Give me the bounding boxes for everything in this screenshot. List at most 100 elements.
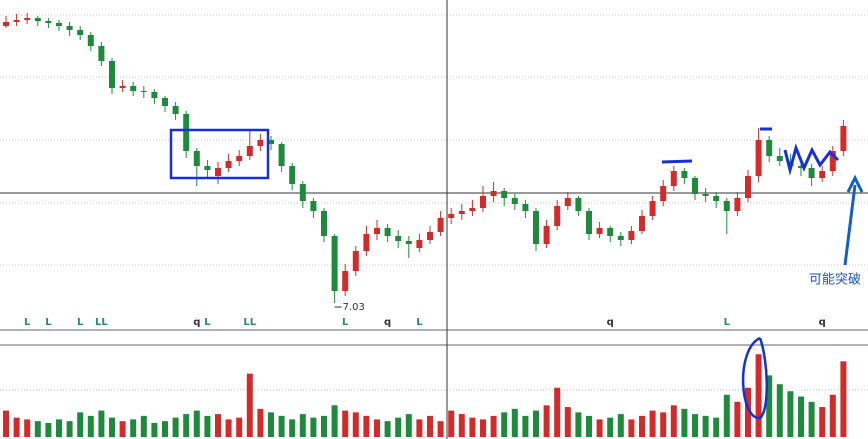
- volume-bar: [564, 407, 571, 437]
- candle-body: [162, 98, 168, 106]
- volume-bar: [734, 401, 741, 437]
- low-label: 7.03: [343, 302, 365, 313]
- candle-body: [596, 228, 603, 234]
- candle-body: [586, 211, 592, 234]
- candle-body: [660, 186, 667, 201]
- volume-bar: [448, 410, 455, 437]
- volume-bar: [34, 421, 41, 437]
- candle-body: [564, 198, 571, 206]
- candle-body: [628, 231, 635, 240]
- candle-body: [607, 228, 614, 236]
- candle-body: [649, 201, 656, 216]
- candle-body: [437, 218, 444, 232]
- candle-body: [692, 178, 698, 194]
- candle-body: [119, 86, 126, 88]
- candle-body: [236, 156, 243, 161]
- candle-body: [766, 140, 773, 156]
- volume-bar: [405, 414, 412, 437]
- volume-bar: [119, 421, 126, 437]
- volume-bar: [649, 410, 656, 437]
- volume-bar: [384, 421, 391, 437]
- candle-body: [289, 166, 296, 184]
- volume-bar: [3, 410, 9, 437]
- candle-body: [278, 144, 285, 166]
- candle-body: [374, 228, 380, 234]
- volume-bar: [321, 415, 327, 437]
- marker: L: [204, 317, 211, 328]
- marker: LL: [243, 317, 256, 328]
- volume-bar: [130, 419, 137, 437]
- volume-bar: [787, 391, 794, 437]
- volume-bar: [458, 414, 465, 437]
- volume-bar: [310, 417, 317, 437]
- candle-body: [840, 126, 847, 151]
- candle-body: [98, 46, 105, 61]
- volume-bar: [236, 417, 243, 437]
- volume-bar: [480, 419, 486, 437]
- volume-bar: [554, 387, 561, 437]
- candle-body: [34, 18, 41, 21]
- candle-body: [268, 140, 274, 144]
- volume-bar: [331, 405, 338, 437]
- candle-body: [172, 106, 179, 114]
- candle-body: [575, 198, 582, 211]
- volume-bar: [501, 412, 508, 437]
- candle-body: [734, 198, 741, 211]
- volume-bar: [24, 419, 31, 437]
- volume-bar: [204, 415, 211, 437]
- candle-body: [215, 168, 221, 176]
- candle-body: [183, 114, 190, 151]
- candle-body: [342, 271, 349, 291]
- volume-bar: [98, 410, 105, 437]
- volume-bar: [702, 415, 709, 437]
- volume-bar: [607, 417, 614, 437]
- candle-body: [331, 236, 338, 291]
- candle-body: [310, 201, 317, 211]
- marker: L: [45, 317, 52, 328]
- marker: L: [724, 317, 731, 328]
- volume-bar: [45, 422, 52, 437]
- volume-bar: [713, 417, 720, 437]
- candle-body: [66, 26, 73, 30]
- candle-body: [257, 140, 264, 146]
- volume-bar: [225, 419, 232, 437]
- volume-bar: [723, 394, 730, 437]
- volume-bar: [416, 419, 423, 437]
- candle-body: [798, 166, 804, 168]
- candle-body: [533, 211, 539, 244]
- volume-bar: [363, 415, 370, 437]
- candle-body: [77, 30, 84, 35]
- volume-bar: [246, 373, 253, 437]
- volume-bar: [543, 405, 550, 437]
- candle-body: [140, 91, 147, 92]
- volume-bar: [395, 417, 402, 437]
- candle-body: [554, 206, 561, 226]
- volume-bar: [511, 408, 518, 437]
- volume-bar: [268, 412, 274, 437]
- volume-bar: [352, 412, 359, 437]
- volume-bar: [66, 421, 73, 437]
- candle-body: [480, 196, 486, 208]
- volume-bar: [766, 375, 773, 437]
- volume-bar: [745, 387, 751, 437]
- volume-bar: [215, 414, 221, 437]
- candle-body: [352, 251, 359, 271]
- volume-bar: [755, 354, 762, 437]
- marker: L: [77, 317, 84, 328]
- arrow: [843, 174, 864, 266]
- candle-body: [617, 236, 624, 240]
- candle-body: [522, 204, 529, 211]
- volume-bar: [140, 415, 147, 437]
- volume-bar: [469, 417, 476, 437]
- candle-body: [501, 191, 508, 198]
- volume-bar: [575, 412, 582, 437]
- candle-body: [13, 20, 20, 22]
- volume-bar: [533, 410, 539, 437]
- volume-bar: [681, 408, 688, 437]
- candle-body: [670, 171, 677, 186]
- volume-bar: [819, 407, 826, 437]
- volume-bar: [798, 396, 804, 437]
- candle-body: [427, 232, 433, 240]
- candle-body: [299, 184, 306, 201]
- candle-body: [681, 171, 688, 178]
